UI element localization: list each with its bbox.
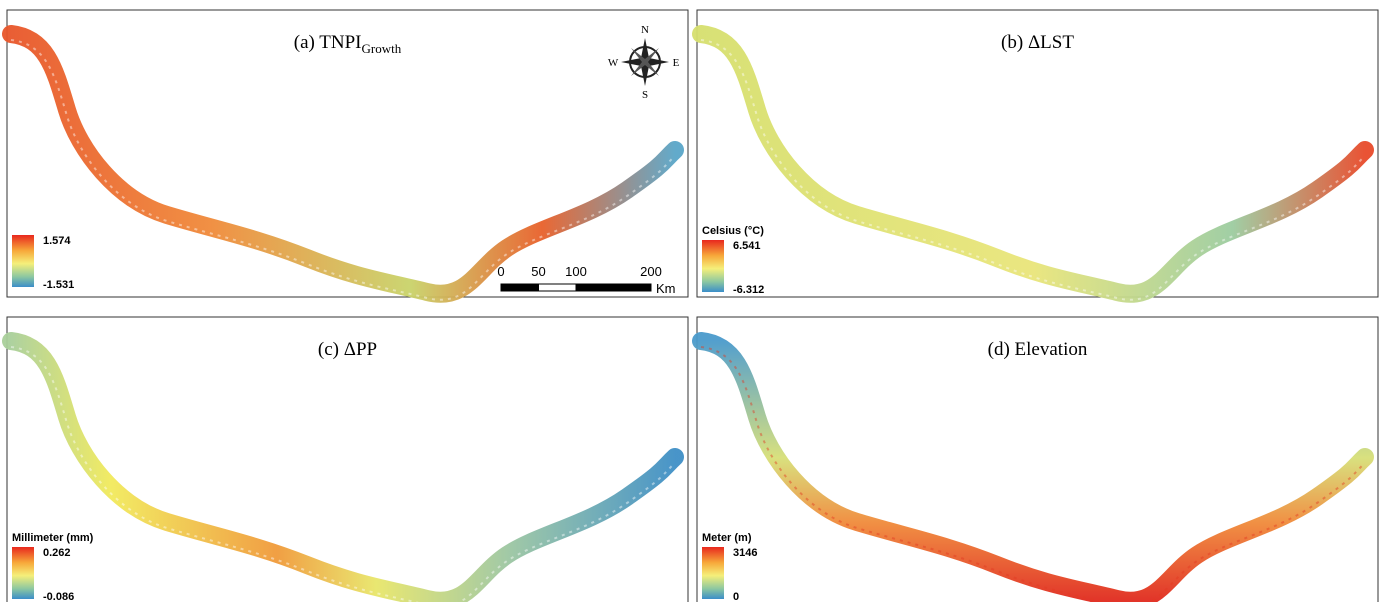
scale-segment xyxy=(539,284,577,291)
map-panel: (b) ΔLST Celsius (°C) 6.541 -6.312 xyxy=(697,10,1378,300)
panel-frame xyxy=(7,10,688,297)
compass-label: S xyxy=(642,89,648,101)
scale-label: 100 xyxy=(565,264,587,279)
legend-colorbar xyxy=(702,240,724,292)
panel-frame xyxy=(697,10,1378,297)
title-subscript: Growth xyxy=(362,41,402,56)
title-text: (d) Elevation xyxy=(988,339,1088,360)
map-panel: (d) Elevation Meter (m) 3146 0 xyxy=(697,317,1378,602)
legend-min: -0.086 xyxy=(43,591,74,602)
legend-colorbar xyxy=(12,547,34,599)
compass-label: E xyxy=(673,57,680,69)
legend-unit: Celsius (°C) xyxy=(702,225,764,237)
scale-label: 50 xyxy=(531,264,545,279)
title-text: (a) TNPI xyxy=(294,32,362,53)
scale-label: 0 xyxy=(497,264,504,279)
figure: (a) TNPIGrowth 1.574 -1.531 N S E W 0 50 100 200 Km… xyxy=(0,0,1386,602)
scale-unit: Km xyxy=(656,281,676,296)
legend-min: 0 xyxy=(733,591,739,602)
legend-colorbar xyxy=(12,235,34,287)
legend-max: 0.262 xyxy=(43,547,71,559)
legend-max: 1.574 xyxy=(43,235,71,247)
title-text: (c) ΔPP xyxy=(318,339,377,360)
panel-title: (b) ΔLST xyxy=(1001,32,1074,53)
scale-segment xyxy=(576,284,651,291)
map-panel: (c) ΔPP Millimeter (mm) 0.262 -0.086 xyxy=(7,317,688,602)
panel-title: (d) Elevation xyxy=(988,339,1088,360)
legend-colorbar xyxy=(702,547,724,599)
legend-max: 6.541 xyxy=(733,240,761,252)
compass-label: W xyxy=(608,57,619,69)
legend-min: -1.531 xyxy=(43,279,74,291)
panel-title: (c) ΔPP xyxy=(318,339,377,360)
title-text: (b) ΔLST xyxy=(1001,32,1074,53)
map-panel: (a) TNPIGrowth 1.574 -1.531 N S E W 0 50 100 200 Km xyxy=(7,10,688,300)
legend-min: -6.312 xyxy=(733,284,764,296)
legend-unit: Meter (m) xyxy=(702,532,752,544)
legend-unit: Millimeter (mm) xyxy=(12,532,94,544)
legend-max: 3146 xyxy=(733,547,757,559)
scale-label: 200 xyxy=(640,264,662,279)
scale-segment xyxy=(501,284,539,291)
compass-label: N xyxy=(641,24,649,36)
